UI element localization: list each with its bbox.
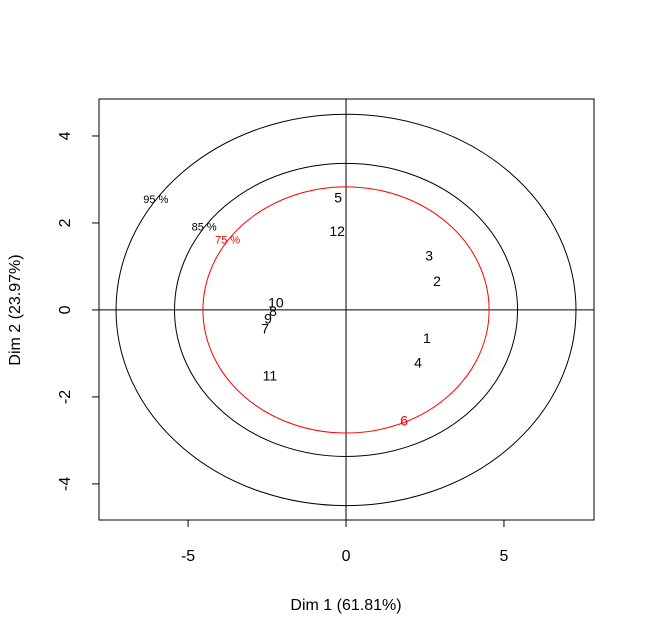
point-label: 3 (425, 248, 433, 264)
point-label: 4 (414, 355, 422, 371)
y-tick-label: -2 (57, 390, 74, 404)
confidence-ellipse (173, 162, 519, 458)
ellipse-label: 75 % (215, 235, 240, 247)
point-label: 11 (263, 368, 278, 384)
y-tick-label: -4 (57, 477, 74, 491)
y-axis-label: Dim 2 (23.97%) (7, 254, 24, 365)
x-tick-label: 0 (342, 548, 351, 565)
y-tick-label: 4 (57, 131, 74, 140)
point-label: 12 (329, 223, 345, 239)
point-label: 5 (334, 190, 342, 206)
y-tick-label: 0 (57, 305, 74, 314)
point-label: 1 (423, 330, 431, 346)
point-label: 8 (269, 303, 277, 319)
ellipse-label: 85 % (192, 221, 217, 233)
x-axis-label: Dim 1 (61.81%) (290, 597, 401, 614)
x-tick-label: -5 (181, 548, 195, 565)
y-tick-label: 2 (57, 218, 74, 227)
x-tick-label: 5 (500, 548, 509, 565)
point-label: 6 (400, 412, 408, 428)
point-label: 2 (433, 273, 441, 289)
ellipse-label: 95 % (143, 194, 168, 206)
point-label: 10 (268, 295, 284, 311)
confidence-ellipse (202, 186, 490, 434)
point-label: 7 (261, 321, 269, 337)
confidence-ellipse (115, 113, 577, 507)
point-label: 9 (264, 311, 272, 327)
